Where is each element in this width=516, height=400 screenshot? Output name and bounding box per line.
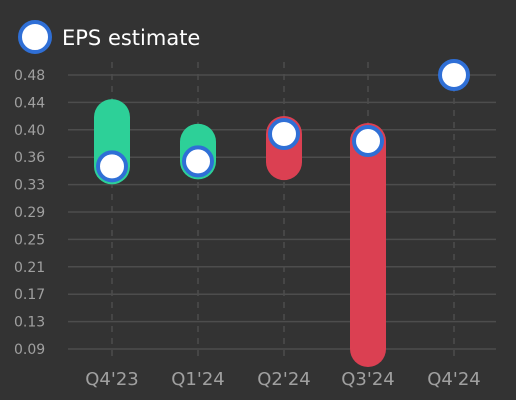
y-tick-label: 0.40 — [14, 123, 45, 139]
legend-marker-icon — [18, 20, 52, 54]
y-tick-label: 0.44 — [14, 95, 45, 111]
x-tick-label: Q1'24 — [171, 369, 224, 390]
y-tick-label: 0.48 — [14, 68, 45, 84]
estimate-point[interactable] — [182, 145, 214, 178]
y-tick-label: 0.13 — [14, 315, 45, 331]
estimate-point[interactable] — [438, 59, 470, 91]
x-axis: Q4'23 Q1'24 Q2'24 Q3'24 Q4'24 — [85, 369, 480, 390]
range-bars — [94, 99, 386, 367]
y-tick-label: 0.25 — [14, 232, 45, 248]
estimate-point[interactable] — [96, 150, 128, 183]
grid-layer — [68, 62, 496, 360]
y-tick-label: 0.33 — [14, 178, 45, 194]
y-tick-label: 0.29 — [14, 205, 45, 221]
estimate-markers — [96, 59, 470, 183]
x-tick-label: Q4'23 — [85, 369, 138, 390]
y-tick-label: 0.17 — [14, 287, 45, 303]
y-axis: 0.48 0.44 0.40 0.36 0.33 0.29 0.25 0.21 0.17 0.13… — [14, 68, 45, 358]
legend-label: EPS estimate — [62, 26, 200, 50]
y-tick-label: 0.09 — [14, 342, 45, 358]
y-tick-label: 0.36 — [14, 150, 45, 166]
y-tick-label: 0.21 — [14, 260, 45, 276]
estimate-point[interactable] — [352, 125, 384, 158]
x-tick-label: Q3'24 — [341, 369, 394, 390]
legend[interactable]: EPS estimate — [18, 20, 200, 54]
x-tick-label: Q4'24 — [427, 369, 480, 390]
x-tick-label: Q2'24 — [257, 369, 310, 390]
estimate-point[interactable] — [268, 118, 300, 151]
